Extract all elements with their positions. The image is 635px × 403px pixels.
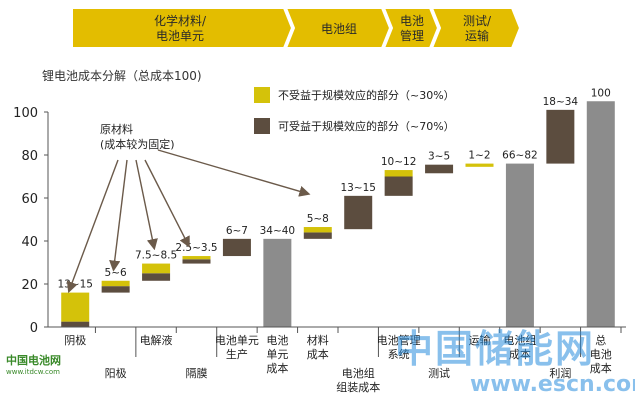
bar-total [505,163,534,327]
bar-segment-fixed [101,280,130,287]
x-category-label: 电池单元生产 [215,334,259,361]
bar-value-label: 34~40 [260,225,296,237]
bar-value-label: 3~5 [428,151,450,163]
bars: 13~15 5~6 7.5~8.52.5~3.5 6~7 34~40 5~8 13~15 10… [57,87,615,327]
x-category-label: 电池组成本 [503,333,536,361]
bar-segment-fixed [384,170,413,177]
bar-segment-fixed [182,256,211,260]
x-category-label: 隔膜 [186,367,208,380]
legend: 不受益于规模效应的部分（~30%） 可受益于规模效应的部分（~70%） [254,87,455,134]
legend-label: 可受益于规模效应的部分（~70%） [278,119,455,133]
y-tick-label: 20 [21,278,38,293]
process-step-label: 化学材料/电池单元 [154,13,207,43]
bar-segment-fixed [465,163,494,167]
legend-label: 不受益于规模效应的部分（~30%） [278,88,455,102]
x-category-label: 总电池成本 [590,333,612,375]
process-step-3 [382,7,440,49]
annotation-arrow [135,159,158,251]
bar-segment-scalable [142,273,171,281]
process-step-label: 测试/运输 [463,13,492,43]
bar-value-label: 13~15 [57,279,93,291]
bar-segment-fixed [142,263,171,274]
bar-segment-scalable [425,164,454,174]
bar-segment-scalable [222,238,251,257]
x-category-label: 阴极 [64,333,86,347]
bar-value-label: 2.5~3.5 [175,242,217,254]
raw-material-annotation: 原材料(成本较为固定) [100,122,175,151]
bar-value-label: 18~34 [543,96,579,108]
bar-segment-fixed [61,292,90,322]
annotation-arrow [157,149,311,197]
annotation-arrow [66,159,119,294]
x-category-label: 电解液 [140,333,173,347]
process-step-2 [284,7,392,49]
x-category-label: 阳极 [105,366,127,380]
bar-value-label: 5~6 [105,267,127,279]
y-axis: 0 20 40 60 80 100 [13,106,49,336]
process-step-4 [430,7,522,49]
annotation-arrow [144,159,190,248]
annotations: 原材料(成本较为固定) [66,122,311,294]
y-tick-label: 0 [30,321,38,336]
legend-swatch [254,87,270,103]
process-step-label: 电池组 [321,22,357,36]
x-category-label: 电池组组装成本 [336,366,380,394]
bar-value-label: 10~12 [381,156,417,168]
y-tick-label: 40 [21,235,38,250]
bar-segment-scalable [384,176,413,196]
bar-segment-scalable [344,195,373,230]
bar-segment-scalable [101,286,130,293]
x-category-label: 电池单元成本 [266,334,288,375]
bar-segment-fixed [303,227,332,233]
bar-segment-scalable [182,259,211,264]
bar-total [586,101,615,327]
bar-total [263,238,292,327]
x-category-label: 运输 [469,333,491,347]
annotation-arrow [109,159,128,272]
x-category-label: 利润 [549,366,571,380]
x-category-label: 测试 [428,367,450,380]
process-step-1 [71,7,294,49]
bar-value-label: 13~15 [340,182,376,194]
bar-value-label: 5~8 [307,213,329,225]
process-steps: 化学材料/电池单元 电池组 电池管理 测试/运输 [71,7,522,49]
bar-value-label: 7.5~8.5 [135,250,177,262]
bar-value-label: 1~2 [468,150,490,162]
chart-title: 锂电池成本分解（总成本100) [42,68,202,83]
bar-segment-scalable [546,109,575,164]
y-tick-label: 60 [21,192,38,207]
x-category-label: 材料成本 [307,333,329,361]
y-tick-label: 100 [13,106,38,121]
bar-segment-scalable [61,321,90,327]
legend-swatch [254,118,270,134]
bar-segment-scalable [303,232,332,239]
bar-value-label: 66~82 [502,150,538,162]
y-tick-label: 80 [21,149,38,164]
x-category-label: 电池管理系统 [377,333,421,361]
process-step-label: 电池管理 [400,14,424,43]
bar-value-label: 6~7 [226,225,248,237]
bar-value-label: 100 [591,87,611,99]
